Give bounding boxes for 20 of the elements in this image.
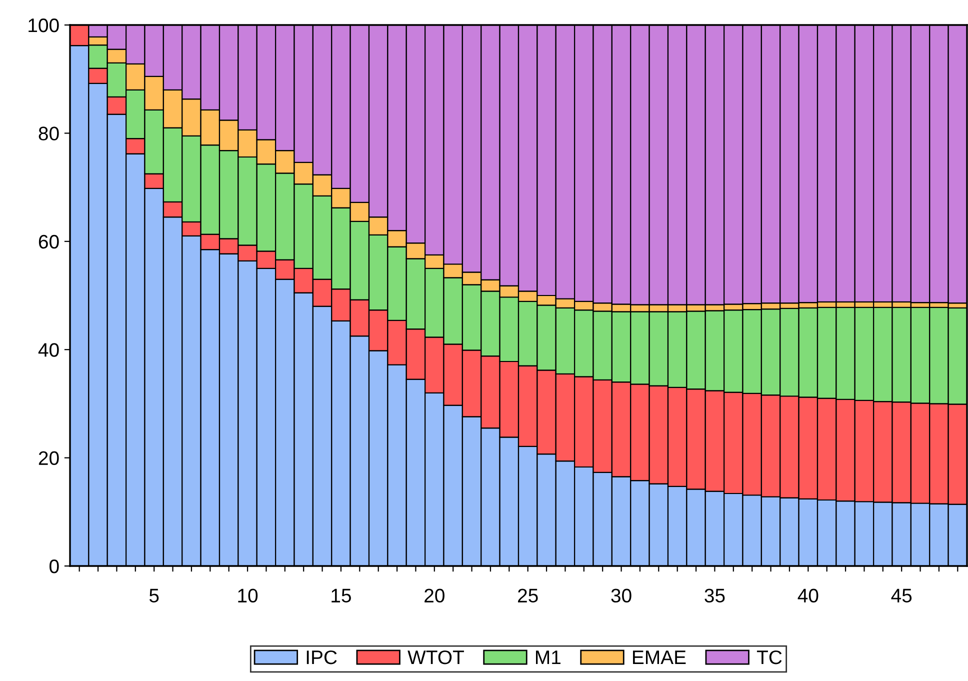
y-tick-label: 0 xyxy=(50,559,59,574)
y-tick-label: 20 xyxy=(38,451,59,466)
legend-label: IPC xyxy=(306,650,337,664)
x-tick-label: 10 xyxy=(238,588,258,603)
legend-label: M1 xyxy=(536,650,560,664)
legend-label: EMAE xyxy=(633,650,686,664)
x-tick-label: 35 xyxy=(704,588,725,603)
x-tick-label: 20 xyxy=(424,588,444,603)
legend-label: WTOT xyxy=(408,650,464,664)
y-tick-label: 60 xyxy=(38,234,59,249)
y-tick-label: 100 xyxy=(28,18,59,32)
x-tick-label: 25 xyxy=(518,588,538,603)
legend-label: TC xyxy=(756,650,782,664)
x-tick-label: 15 xyxy=(332,588,351,603)
x-tick-label: 30 xyxy=(611,588,632,603)
y-tick-label: 40 xyxy=(38,343,59,357)
y-tick-label: 80 xyxy=(38,126,59,140)
x-tick-label: 40 xyxy=(798,588,818,603)
x-tick-label: 5 xyxy=(149,588,159,603)
x-tick-label: 45 xyxy=(891,588,912,603)
